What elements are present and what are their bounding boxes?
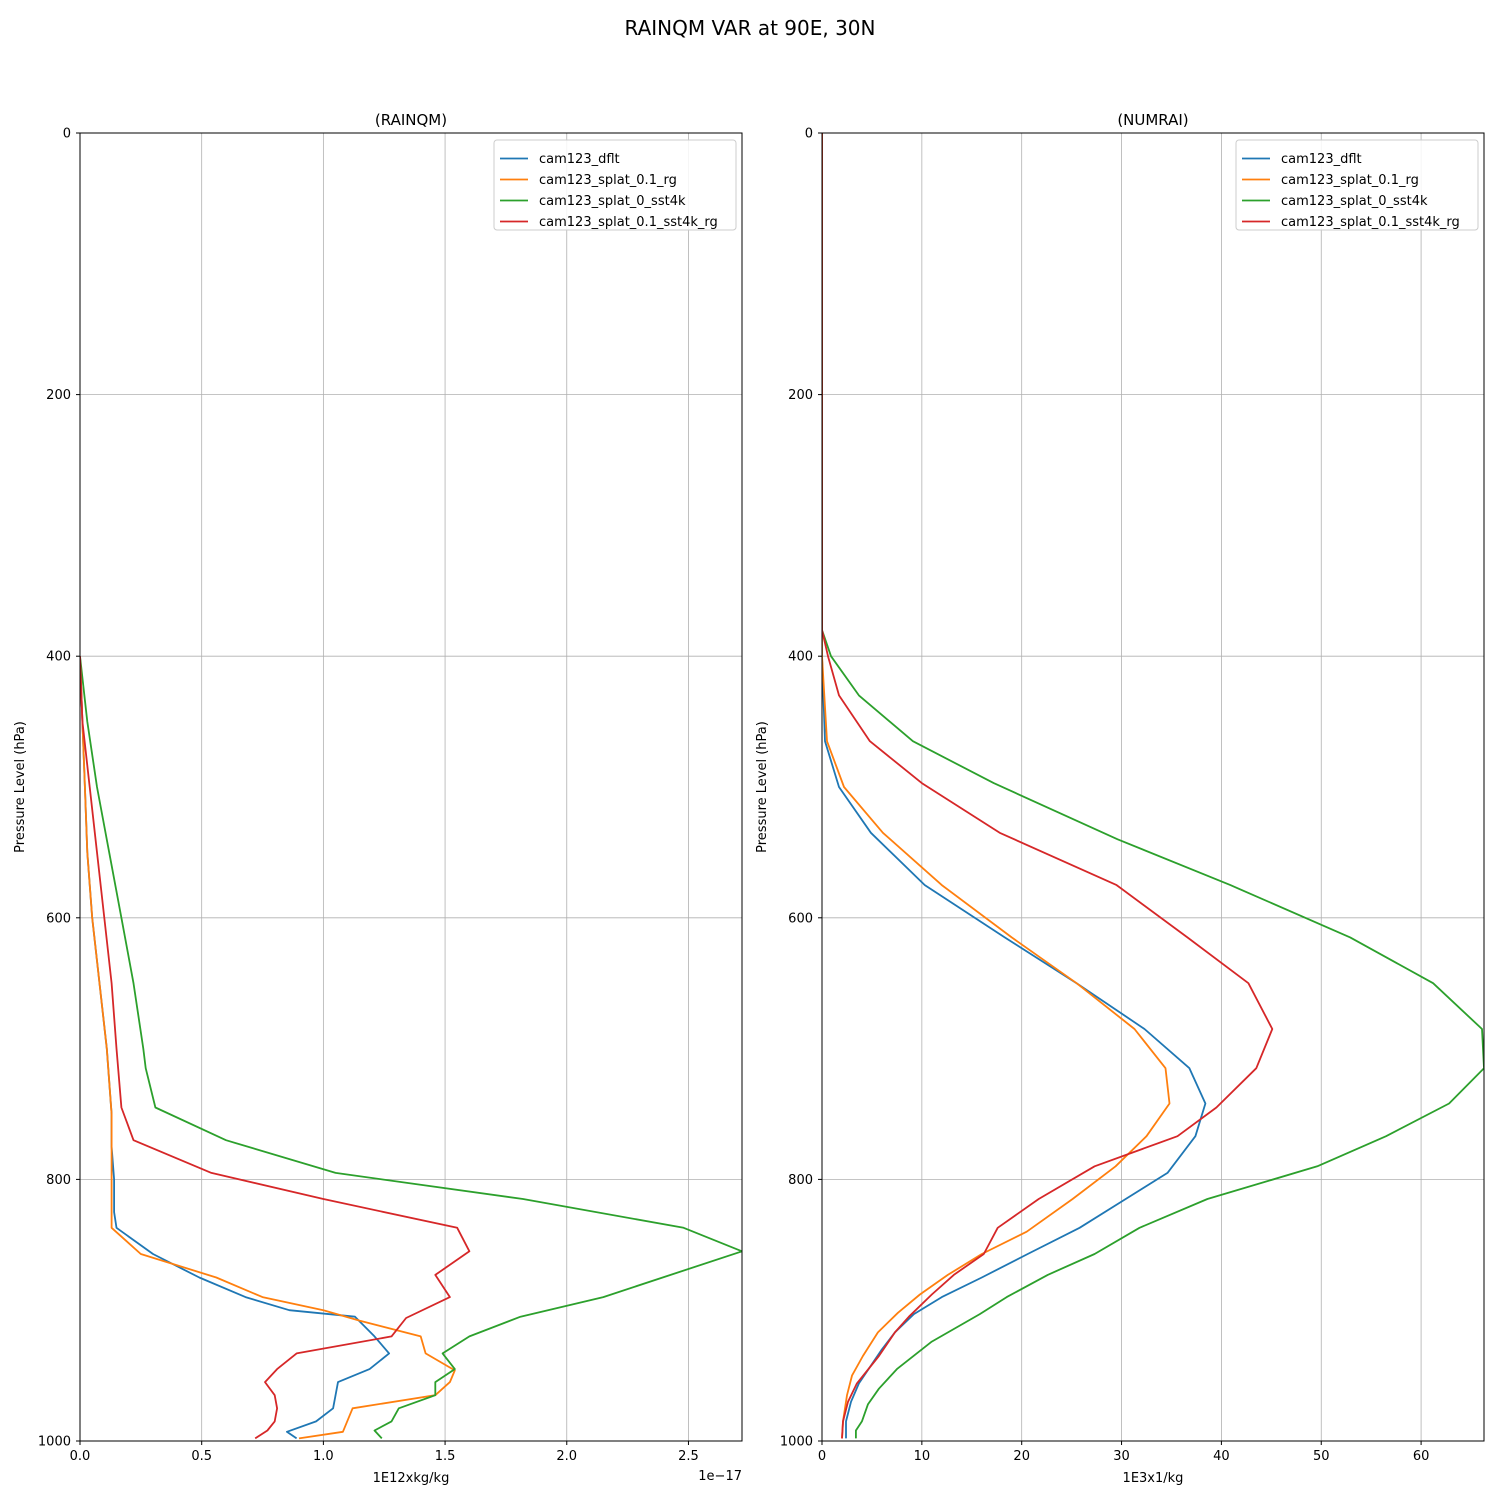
axes-frame [79, 132, 743, 1442]
x-tick-label: 2.0 [556, 1449, 577, 1464]
y-tick-label: 400 [46, 650, 71, 665]
figure-title: RAINQM VAR at 90E, 30N [624, 16, 876, 40]
x-tick-label: 20 [1013, 1449, 1030, 1464]
legend-entry: cam123_splat_0.1_sst4k_rg [1281, 215, 1460, 230]
y-tick-label: 400 [788, 650, 813, 665]
x-tick-label: 10 [914, 1449, 931, 1464]
y-tick-label: 200 [788, 388, 813, 403]
x-tick-label: 1.5 [435, 1449, 456, 1464]
panel-title: (NUMRAI) [1117, 111, 1188, 129]
legend-box [493, 139, 737, 231]
y-axis-label: Pressure Level (hPa) [13, 721, 28, 853]
y-tick-label: 200 [46, 388, 71, 403]
series-line-3 [80, 656, 742, 1440]
series-line-1 [822, 133, 1207, 1439]
y-tick-label: 600 [46, 911, 71, 926]
y-axis-label: Pressure Level (hPa) [755, 721, 770, 853]
legend-entry: cam123_dflt [1281, 152, 1362, 167]
legend-box [1235, 139, 1479, 231]
x-tick-label: 30 [1113, 1449, 1130, 1464]
legend-entry: cam123_splat_0_sst4k [1281, 194, 1428, 209]
x-tick-label: 50 [1313, 1449, 1330, 1464]
y-tick-label: 0 [63, 127, 71, 142]
series-line-2 [822, 133, 1171, 1439]
x-tick-label: 0.0 [70, 1449, 91, 1464]
x-tick-label: 0.5 [191, 1449, 212, 1464]
legend-entry: cam123_dflt [539, 152, 620, 167]
y-tick-label: 800 [46, 1173, 71, 1188]
x-axis-label: 1E3x1/kg [1123, 1471, 1184, 1486]
chart-panel-1: 0.0 0.5 1.0 1.5 2.0 2.5 0 200 400 600 800 1000 (RAIN… [13, 111, 743, 1486]
x-tick-label: 0 [818, 1449, 826, 1464]
legend-entry: cam123_splat_0.1_rg [1281, 173, 1419, 188]
x-tick-label: 1.0 [313, 1449, 334, 1464]
series-line-4 [80, 656, 471, 1440]
x-tick-label: 2.5 [678, 1449, 699, 1464]
x-tick-label: 40 [1213, 1449, 1230, 1464]
panel-title: (RAINQM) [375, 111, 447, 129]
chart-panel-2: 0 10 20 30 40 50 6002004006008001000(NUMRAI)1E… [755, 111, 1485, 1486]
x-tick-label: 60 [1413, 1449, 1430, 1464]
axes-frame [821, 132, 1485, 1442]
y-tick-label: 0 [805, 127, 813, 142]
y-tick-label: 1000 [780, 1435, 813, 1450]
y-tick-label: 1000 [38, 1435, 71, 1450]
legend-entry: cam123_splat_0_sst4k [539, 194, 686, 209]
legend-entry: cam123_splat_0.1_rg [539, 173, 677, 188]
legend-entry: cam123_splat_0.1_sst4k_rg [539, 215, 718, 230]
y-tick-label: 600 [788, 911, 813, 926]
series-line-1 [80, 656, 391, 1440]
y-tick-label: 800 [788, 1173, 813, 1188]
x-offset-text: 1e−17 [698, 1469, 742, 1484]
series-line-3 [822, 133, 1484, 1439]
x-axis-label: 1E12xkg/kg [373, 1471, 450, 1486]
series-line-4 [822, 133, 1274, 1439]
series-line-2 [80, 656, 456, 1440]
